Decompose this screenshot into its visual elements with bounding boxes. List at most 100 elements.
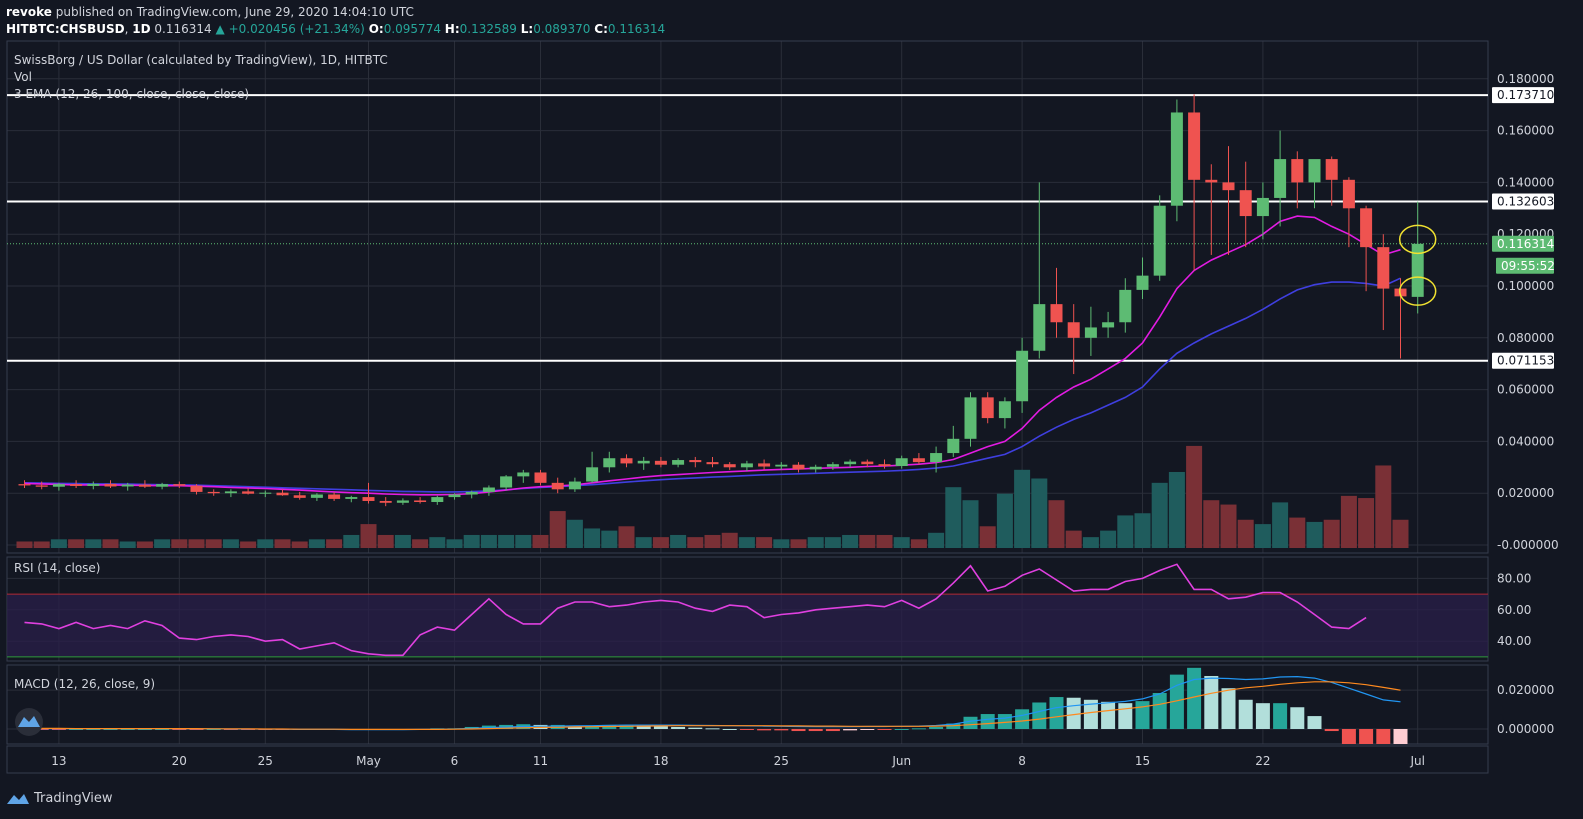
macd-histogram-bar	[980, 714, 995, 729]
candle-body	[104, 483, 117, 487]
volume-bar	[1134, 513, 1151, 548]
volume-bar	[308, 539, 325, 548]
candle-body	[414, 500, 427, 503]
volume-bar	[962, 500, 979, 548]
macd-histogram-bar	[1341, 729, 1356, 744]
macd-histogram-bar	[172, 729, 187, 730]
price-tick-label: 0.020000	[1497, 486, 1554, 500]
macd-histogram-bar	[1135, 701, 1150, 729]
macd-histogram-bar	[963, 716, 978, 729]
volume-bar	[515, 534, 532, 548]
candle-body	[52, 484, 65, 487]
volume-bar	[1014, 469, 1031, 548]
level-label-r1-bg	[1492, 87, 1554, 104]
current-price-label: 0.116314	[1497, 237, 1554, 251]
volume-bar	[171, 539, 188, 548]
time-tick-label: 6	[451, 754, 459, 768]
macd-histogram-bar	[34, 729, 49, 730]
volume-bar	[721, 532, 738, 548]
candle-body	[310, 494, 323, 498]
volume-bar	[738, 537, 755, 548]
close-value: 0.116314	[607, 22, 666, 36]
volume-bar	[1392, 519, 1409, 548]
candle-body	[1411, 243, 1424, 297]
ema-legend: 3 EMA (12, 26, 100, close, close, close)	[14, 87, 249, 101]
horizontal-lines[interactable]	[7, 94, 1488, 362]
legends: SwissBorg / US Dollar (calculated by Tra…	[14, 53, 388, 691]
candle-body	[362, 497, 375, 501]
countdown-label: 09:55:52	[1501, 259, 1555, 273]
time-tick-label: 20	[172, 754, 187, 768]
open-label: O:	[368, 22, 384, 36]
candle-body	[792, 464, 805, 470]
ema12-line	[24, 215, 1401, 496]
candle-body	[190, 485, 203, 492]
volume-bar	[824, 537, 841, 548]
volume-bar	[1272, 502, 1289, 548]
candle-body	[620, 458, 633, 464]
price-tick-label: 0.100000	[1497, 279, 1554, 293]
candle-body	[1205, 179, 1218, 183]
volume-bar	[1048, 500, 1065, 548]
highlight-circles[interactable]	[1398, 224, 1437, 306]
brand-name: TradingView	[34, 791, 113, 806]
candle-body	[1153, 205, 1166, 276]
level-label-s1-bg	[1492, 352, 1554, 369]
publish-text: published on TradingView.com, June 29, 2…	[55, 5, 414, 19]
volume-bar	[618, 526, 635, 548]
volume-bar	[601, 530, 618, 548]
author[interactable]: revoke	[6, 5, 52, 19]
candle-body	[1050, 304, 1063, 323]
macd-histogram-bar	[825, 729, 840, 732]
volume-bar	[996, 493, 1013, 548]
volume-bar	[566, 519, 583, 548]
last-price: 0.116314	[154, 22, 212, 36]
volume-bar	[240, 541, 257, 548]
macd-histogram-bar	[705, 728, 720, 730]
price-tick-label: 0.040000	[1497, 434, 1554, 448]
macd-histogram-bar	[1066, 697, 1081, 729]
volume-bar	[635, 537, 652, 548]
volume-bar	[429, 537, 446, 548]
price-pane-frame	[6, 40, 1489, 554]
volume-bar	[910, 539, 927, 548]
volume-bar	[68, 539, 85, 548]
brand[interactable]: TradingView	[6, 791, 113, 806]
volume-bar	[291, 541, 308, 548]
volume-bar	[377, 534, 394, 548]
macd-histogram-bar	[808, 729, 823, 732]
candle-body	[1084, 327, 1097, 338]
candle-body	[328, 494, 341, 499]
volume-bar	[1082, 537, 1099, 548]
candle-body	[517, 472, 530, 477]
price-tick-label: 0.180000	[1497, 72, 1554, 86]
volume-bar	[1151, 482, 1168, 548]
candle-body	[87, 483, 100, 486]
macd-pane-frame	[6, 664, 1489, 745]
candle-body	[1222, 182, 1235, 191]
candle-body	[844, 461, 857, 465]
rsi-tick-label: 80.00	[1497, 571, 1531, 585]
close-label: C:	[594, 22, 608, 36]
signal-line	[24, 681, 1401, 731]
macd-histogram-bar	[911, 728, 926, 730]
price-tick-label: 0.160000	[1497, 124, 1554, 138]
candle-body	[637, 460, 650, 464]
volume-bar	[1220, 504, 1237, 548]
volume-bar	[1323, 519, 1340, 548]
volume-bar	[274, 539, 291, 548]
candle-body	[1136, 275, 1149, 290]
macd-histogram-bar	[688, 727, 703, 729]
candle-body	[568, 481, 581, 490]
macd-histogram-bar	[103, 729, 118, 730]
up-arrow-icon: ▲	[215, 22, 225, 36]
chart-title: SwissBorg / US Dollar (calculated by Tra…	[14, 53, 388, 67]
current-price-label-bg	[1492, 235, 1554, 252]
macd-histogram-bar	[1273, 703, 1288, 729]
tv-badge[interactable]	[15, 708, 43, 736]
ema-lines	[24, 215, 1401, 496]
candle-body	[603, 458, 616, 468]
macd-histogram-bar	[843, 729, 858, 731]
volume-bar	[532, 534, 549, 548]
